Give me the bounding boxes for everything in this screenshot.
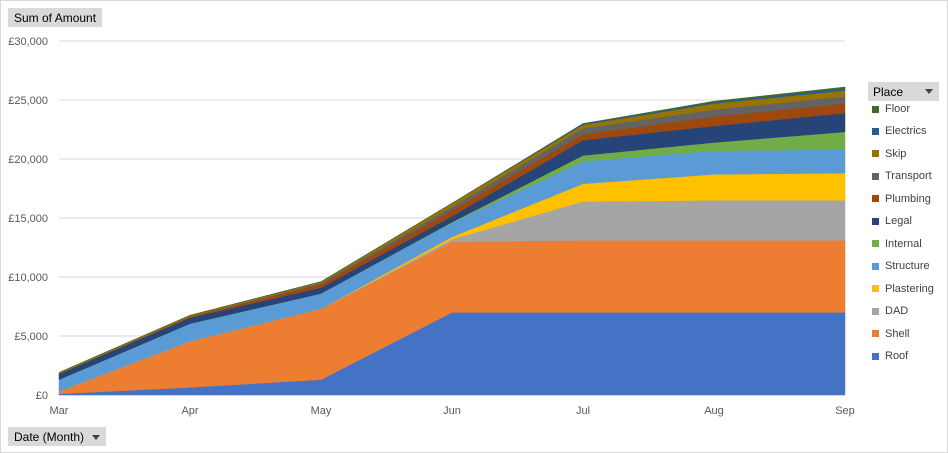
- legend-label: Legal: [885, 215, 912, 228]
- legend-swatch: [872, 330, 879, 338]
- legend-label: Shell: [885, 327, 910, 340]
- legend-label: Transport: [885, 170, 932, 183]
- legend-item-dad: DAD: [872, 305, 908, 327]
- x-tick-label: Mar: [50, 405, 69, 417]
- x-tick-label: Jun: [443, 405, 461, 417]
- legend-label: Plumbing: [885, 192, 931, 205]
- legend-swatch: [872, 262, 879, 270]
- legend-swatch: [872, 285, 879, 293]
- y-tick-label: £10,000: [8, 272, 48, 284]
- chevron-down-icon: [92, 435, 101, 441]
- legend-swatch: [872, 105, 879, 113]
- legend-item-skip: Skip: [872, 148, 906, 170]
- place-field-button[interactable]: Place: [868, 82, 939, 101]
- legend-item-structure: Structure: [872, 260, 930, 282]
- legend-item-plumbing: Plumbing: [872, 193, 931, 215]
- legend-swatch: [872, 352, 879, 360]
- legend-item-floor: Floor: [872, 103, 910, 125]
- date-month-label: Date (Month): [14, 430, 85, 444]
- legend-item-plastering: Plastering: [872, 283, 934, 305]
- x-tick-label: Sep: [835, 405, 855, 417]
- x-tick-label: Aug: [704, 405, 724, 417]
- legend-item-legal: Legal: [872, 215, 912, 237]
- x-tick-label: Jul: [576, 405, 590, 417]
- legend-label: Plastering: [885, 282, 934, 295]
- legend-item-internal: Internal: [872, 238, 922, 260]
- legend-label: Structure: [885, 260, 930, 273]
- y-tick-label: £5,000: [14, 331, 48, 343]
- y-tick-label: £30,000: [8, 36, 48, 48]
- legend-swatch: [872, 240, 879, 248]
- legend-label: Floor: [885, 103, 911, 116]
- y-tick-label: £15,000: [8, 213, 48, 225]
- place-label: Place: [873, 85, 904, 99]
- legend-label: Electrics: [885, 125, 927, 138]
- legend-swatch: [872, 128, 879, 136]
- x-axis-ticks: Mar Apr May Jun Jul Aug Sep: [50, 405, 855, 417]
- chevron-down-icon: [925, 89, 933, 94]
- y-tick-label: £20,000: [8, 154, 48, 166]
- legend-item-roof: Roof: [872, 350, 908, 372]
- legend-swatch: [872, 195, 879, 203]
- x-tick-label: Apr: [181, 405, 198, 417]
- x-tick-label: May: [311, 405, 332, 417]
- legend-swatch: [872, 172, 879, 180]
- legend-label: DAD: [885, 305, 909, 318]
- legend-swatch: [872, 217, 879, 225]
- legend-item-transport: Transport: [872, 170, 932, 192]
- y-tick-label: £0: [36, 390, 48, 402]
- area-floor: [58, 86, 846, 373]
- y-axis-ticks: £0 £5,000 £10,000 £15,000 £20,000 £25,000 £30,…: [8, 36, 48, 402]
- legend-label: Roof: [885, 350, 909, 363]
- series-areas: [58, 86, 846, 396]
- legend-item-shell: Shell: [872, 328, 909, 350]
- legend-label: Internal: [885, 237, 922, 250]
- sum-of-amount-label: Sum of Amount: [14, 11, 97, 25]
- legend-swatch: [872, 150, 879, 158]
- legend-item-electrics: Electrics: [872, 125, 927, 147]
- date-month-field-button[interactable]: Date (Month): [8, 427, 107, 446]
- legend-label: Skip: [885, 147, 907, 160]
- y-tick-label: £25,000: [8, 95, 48, 107]
- legend-swatch: [872, 307, 879, 315]
- sum-of-amount-field-button[interactable]: Sum of Amount: [8, 8, 103, 27]
